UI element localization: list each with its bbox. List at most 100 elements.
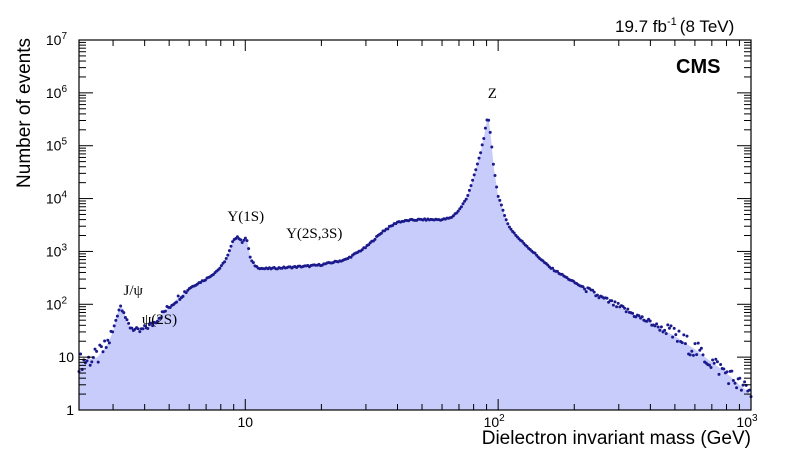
- data-point: [733, 381, 737, 385]
- data-point: [203, 278, 207, 282]
- data-point: [464, 197, 468, 201]
- y-tick-label: 107: [46, 31, 68, 48]
- data-point: [667, 326, 671, 330]
- data-point: [507, 225, 511, 229]
- data-point: [685, 334, 689, 338]
- data-point: [655, 322, 659, 326]
- x-tick-label: 10: [237, 414, 253, 430]
- data-point: [474, 168, 478, 172]
- data-point: [125, 318, 129, 322]
- data-point: [741, 383, 745, 387]
- data-point: [595, 293, 599, 297]
- y-axis-label: Number of events: [14, 38, 35, 188]
- data-point: [611, 303, 615, 307]
- data-point: [695, 353, 699, 357]
- data-point: [581, 285, 585, 289]
- plot-frame: [78, 39, 752, 411]
- y-tick-label: 1: [66, 402, 74, 418]
- data-point: [242, 238, 246, 242]
- peak-annotation: ψ(2S): [142, 312, 177, 328]
- data-point: [690, 349, 694, 353]
- data-point: [512, 231, 516, 235]
- data-point: [175, 300, 179, 304]
- data-point: [715, 360, 719, 364]
- peak-annotation: Z: [488, 86, 497, 102]
- data-point: [143, 324, 147, 328]
- data-point: [491, 162, 495, 166]
- luminosity-label: 19.7 fb-1 (8 TeV): [615, 16, 734, 36]
- data-point: [495, 185, 499, 189]
- data-point: [103, 339, 107, 343]
- x-tick-label: 103: [736, 413, 758, 430]
- data-point: [727, 382, 731, 386]
- data-point: [730, 369, 734, 373]
- data-point: [722, 367, 726, 371]
- data-point: [463, 199, 467, 203]
- data-point: [672, 326, 676, 330]
- data-point: [138, 330, 142, 334]
- data-point: [127, 321, 131, 325]
- data-point: [151, 324, 155, 328]
- data-point: [631, 311, 635, 315]
- y-tick-label: 106: [46, 84, 68, 101]
- data-point: [459, 205, 463, 209]
- data-point: [155, 319, 159, 323]
- data-point: [719, 362, 723, 366]
- data-point: [615, 305, 619, 309]
- data-point: [747, 388, 751, 392]
- data-point: [184, 291, 188, 295]
- data-point: [218, 266, 222, 270]
- data-point: [683, 342, 687, 346]
- data-point: [709, 366, 713, 370]
- data-point: [240, 240, 244, 244]
- x-tick-label: 102: [484, 413, 506, 430]
- data-point: [461, 202, 465, 206]
- data-point: [707, 363, 711, 367]
- data-point: [168, 305, 172, 309]
- data-point: [176, 294, 180, 298]
- data-point: [506, 222, 510, 226]
- data-point: [231, 240, 235, 244]
- data-point: [674, 333, 678, 337]
- data-point: [637, 314, 641, 318]
- data-point: [85, 359, 89, 363]
- data-point: [469, 184, 473, 188]
- data-point: [711, 358, 715, 362]
- data-point: [671, 335, 675, 339]
- data-point: [163, 309, 167, 313]
- data-point: [117, 308, 121, 312]
- data-point: [386, 227, 390, 231]
- data-point: [738, 376, 742, 380]
- data-point: [648, 319, 652, 323]
- data-point: [88, 363, 92, 367]
- data-point: [605, 296, 609, 300]
- data-point: [245, 239, 249, 243]
- data-point: [493, 173, 497, 177]
- data-point: [93, 347, 97, 351]
- data-point: [472, 173, 476, 177]
- data-point: [111, 330, 115, 334]
- resonance-annotations: J/ψ ψ(2S) Υ(1S) Υ(2S,3S) Z: [124, 86, 497, 328]
- y-tick-label: 104: [46, 190, 68, 207]
- data-point: [123, 315, 127, 319]
- peak-annotation: Υ(1S): [227, 209, 264, 225]
- data-point: [479, 151, 483, 155]
- data-point: [159, 316, 163, 320]
- data-point: [475, 162, 479, 166]
- data-point: [616, 301, 620, 305]
- data-point: [584, 290, 588, 294]
- data-point: [645, 319, 649, 323]
- luminosity-value: 19.7 fb: [615, 17, 667, 36]
- energy-label: (8 TeV): [680, 17, 735, 36]
- data-point: [653, 324, 657, 328]
- data-point: [487, 118, 491, 122]
- data-point: [498, 198, 502, 202]
- data-point: [149, 321, 153, 325]
- data-point: [219, 264, 223, 268]
- data-point: [640, 315, 644, 319]
- data-point: [663, 328, 667, 332]
- data-point: [533, 251, 537, 255]
- data-points: [77, 118, 753, 399]
- data-point: [224, 257, 228, 260]
- data-point: [583, 287, 587, 291]
